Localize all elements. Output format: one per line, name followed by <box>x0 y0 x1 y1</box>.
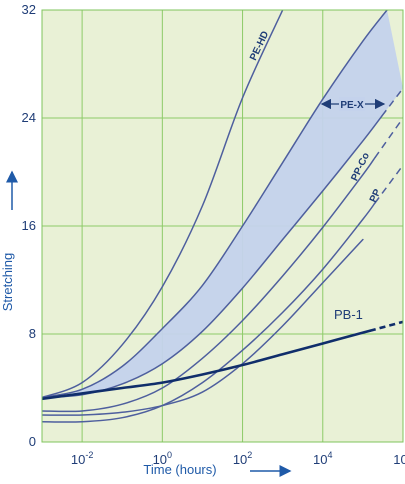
series-dashed-pp-co <box>374 117 403 159</box>
y-tick-label: 32 <box>22 2 36 17</box>
y-tick-label: 8 <box>29 326 36 341</box>
x-tick-label: 10-2 <box>71 450 93 467</box>
series-line-pe-hd <box>42 10 284 399</box>
y-axis-title: Stretching <box>0 253 15 312</box>
y-axis-ticks: 0 8 16 24 32 <box>22 2 36 449</box>
series-dashed-pe-x-lower <box>381 87 403 117</box>
x-tick-label: 104 <box>313 450 332 467</box>
pe-x-label-bg <box>339 97 365 111</box>
x-tick-label: 102 <box>233 450 252 467</box>
x-axis-ticks: 10-2 100 102 104 106 <box>71 450 405 467</box>
pp-label: PP <box>368 187 384 204</box>
series-line-pb-1 <box>42 329 372 401</box>
x-tick-label: 106 <box>393 450 405 467</box>
pe-x-label: PE-X <box>340 100 364 111</box>
x-axis-title: Time (hours) <box>143 462 216 477</box>
series-line-pp-co <box>42 156 376 413</box>
pe-x-label-group: PE-X <box>320 97 386 111</box>
series-dashed-pp <box>374 164 403 204</box>
y-tick-label: 0 <box>29 434 36 449</box>
x-axis-title-group: Time (hours) <box>143 462 292 477</box>
series-line-pe-x-upper <box>42 10 388 399</box>
y-axis-title-group: Stretching <box>0 170 18 312</box>
series-dashed-pb-1 <box>369 320 403 333</box>
x-tick-label: 100 <box>153 450 172 467</box>
series-line-pp <box>42 202 376 423</box>
curves <box>42 10 403 423</box>
pb-1-label: PB-1 <box>334 307 363 322</box>
pe-x-band <box>42 10 403 398</box>
y-tick-label: 16 <box>22 218 36 233</box>
y-tick-label: 24 <box>22 110 36 125</box>
plot-frame <box>41 9 404 443</box>
series-line-lowest-curve <box>42 238 364 416</box>
